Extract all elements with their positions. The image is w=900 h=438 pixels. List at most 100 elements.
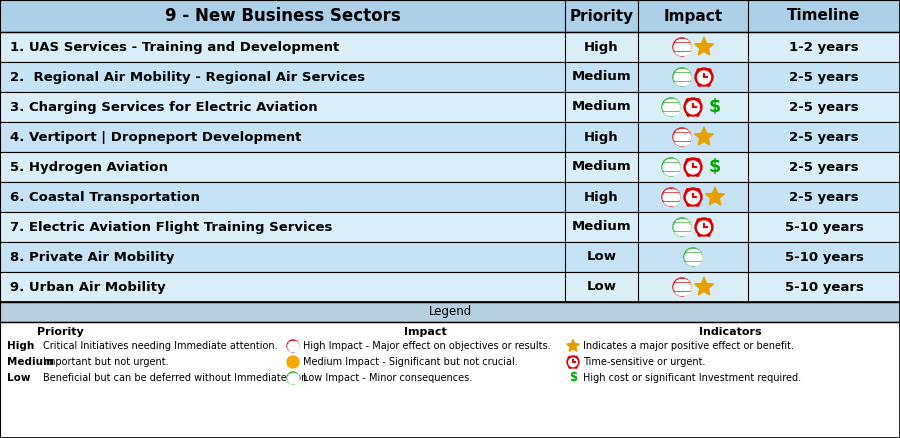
Circle shape: [673, 218, 691, 236]
Text: 6. Coastal Transportation: 6. Coastal Transportation: [10, 191, 200, 204]
Circle shape: [686, 189, 690, 193]
Text: 9. Urban Air Mobility: 9. Urban Air Mobility: [10, 280, 166, 293]
Text: Timeline: Timeline: [788, 8, 860, 24]
Text: Priority: Priority: [37, 327, 84, 337]
Polygon shape: [695, 37, 714, 55]
Text: Time-sensitive or urgent.: Time-sensitive or urgent.: [583, 357, 706, 367]
Text: Impact: Impact: [663, 8, 723, 24]
Circle shape: [575, 366, 577, 368]
Text: 1. UAS Services - Training and Development: 1. UAS Services - Training and Developme…: [10, 40, 339, 53]
Text: High cost or significant Investment required.: High cost or significant Investment requ…: [583, 373, 801, 383]
Circle shape: [698, 219, 701, 223]
Circle shape: [569, 358, 577, 367]
FancyBboxPatch shape: [0, 62, 900, 92]
Circle shape: [684, 158, 702, 176]
Text: Medium: Medium: [572, 220, 631, 233]
Text: 5-10 years: 5-10 years: [785, 220, 863, 233]
Circle shape: [684, 188, 702, 206]
Text: 2-5 years: 2-5 years: [789, 131, 859, 144]
Text: Priority: Priority: [570, 8, 634, 24]
Circle shape: [287, 340, 299, 352]
Text: Medium: Medium: [572, 160, 631, 173]
FancyBboxPatch shape: [0, 92, 900, 122]
Circle shape: [662, 98, 680, 116]
Text: $: $: [569, 371, 577, 385]
FancyBboxPatch shape: [0, 322, 900, 438]
Text: Medium: Medium: [572, 71, 631, 84]
Text: High: High: [584, 131, 619, 144]
Text: High Impact - Major effect on objectives or results.: High Impact - Major effect on objectives…: [303, 341, 551, 351]
Text: Indicators: Indicators: [698, 327, 761, 337]
Circle shape: [673, 128, 691, 146]
Text: 2.  Regional Air Mobility - Regional Air Services: 2. Regional Air Mobility - Regional Air …: [10, 71, 365, 84]
Circle shape: [673, 68, 691, 86]
Circle shape: [706, 233, 710, 236]
Circle shape: [673, 278, 691, 296]
Text: Low: Low: [587, 280, 617, 293]
Circle shape: [698, 83, 701, 86]
Circle shape: [569, 366, 572, 368]
Text: Critical Initiatives needing Immediate attention.: Critical Initiatives needing Immediate a…: [43, 341, 277, 351]
FancyBboxPatch shape: [0, 122, 900, 152]
Circle shape: [567, 356, 579, 368]
Circle shape: [696, 159, 700, 162]
Text: High: High: [7, 341, 34, 351]
Text: 2-5 years: 2-5 years: [789, 100, 859, 113]
Text: Medium Impact - Significant but not crucial.: Medium Impact - Significant but not cruc…: [303, 357, 518, 367]
Text: Medium: Medium: [572, 100, 631, 113]
Text: Beneficial but can be deferred without Immediate con: Beneficial but can be deferred without I…: [43, 373, 308, 383]
Circle shape: [695, 218, 713, 236]
Circle shape: [696, 189, 700, 193]
Text: 8. Private Air Mobility: 8. Private Air Mobility: [10, 251, 175, 264]
Circle shape: [662, 158, 680, 176]
Circle shape: [698, 71, 710, 84]
Circle shape: [684, 248, 702, 266]
Circle shape: [696, 113, 699, 116]
Circle shape: [687, 203, 690, 206]
Circle shape: [707, 69, 711, 73]
Text: 2-5 years: 2-5 years: [789, 160, 859, 173]
Circle shape: [696, 173, 699, 176]
Text: Important but not urgent.: Important but not urgent.: [43, 357, 168, 367]
Circle shape: [696, 203, 699, 206]
Circle shape: [698, 69, 701, 73]
Circle shape: [687, 191, 699, 204]
Text: Impact: Impact: [403, 327, 446, 337]
Circle shape: [686, 99, 690, 102]
FancyBboxPatch shape: [0, 302, 900, 322]
Text: Low Impact - Minor consequences.: Low Impact - Minor consequences.: [303, 373, 472, 383]
Text: 2-5 years: 2-5 years: [789, 71, 859, 84]
Circle shape: [287, 372, 299, 384]
FancyBboxPatch shape: [0, 272, 900, 302]
Text: Legend: Legend: [428, 305, 472, 318]
Circle shape: [569, 357, 571, 359]
Text: 2-5 years: 2-5 years: [789, 191, 859, 204]
Text: 5-10 years: 5-10 years: [785, 280, 863, 293]
Text: 3. Charging Services for Electric Aviation: 3. Charging Services for Electric Aviati…: [10, 100, 318, 113]
Circle shape: [684, 98, 702, 116]
Text: High: High: [584, 40, 619, 53]
FancyBboxPatch shape: [0, 32, 900, 62]
Text: 7. Electric Aviation Flight Training Services: 7. Electric Aviation Flight Training Ser…: [10, 220, 332, 233]
Circle shape: [707, 219, 711, 223]
Circle shape: [687, 113, 690, 116]
FancyBboxPatch shape: [0, 182, 900, 212]
FancyBboxPatch shape: [0, 0, 900, 32]
Circle shape: [287, 356, 299, 368]
Circle shape: [687, 101, 699, 114]
Circle shape: [698, 233, 701, 236]
Circle shape: [662, 188, 680, 206]
Text: Medium: Medium: [7, 357, 54, 367]
Circle shape: [687, 161, 699, 174]
Circle shape: [706, 83, 710, 86]
Text: 4. Vertiport | Dropneport Development: 4. Vertiport | Dropneport Development: [10, 131, 302, 144]
Polygon shape: [695, 277, 714, 295]
Circle shape: [575, 357, 578, 359]
FancyBboxPatch shape: [0, 242, 900, 272]
Text: 1-2 years: 1-2 years: [789, 40, 859, 53]
Text: 5-10 years: 5-10 years: [785, 251, 863, 264]
FancyBboxPatch shape: [0, 212, 900, 242]
Text: High: High: [584, 191, 619, 204]
Polygon shape: [567, 339, 580, 351]
Text: 5. Hydrogen Aviation: 5. Hydrogen Aviation: [10, 160, 168, 173]
